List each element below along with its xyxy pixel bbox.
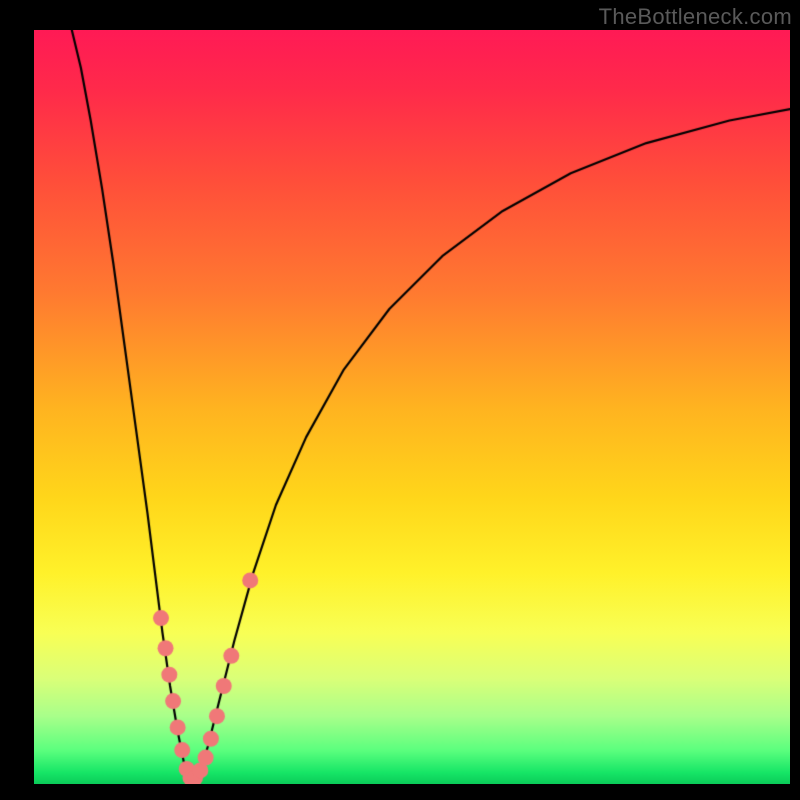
figure-root: TheBottleneck.com <box>0 0 800 800</box>
bottleneck-curve-chart <box>34 30 790 784</box>
watermark-text: TheBottleneck.com <box>599 4 792 30</box>
